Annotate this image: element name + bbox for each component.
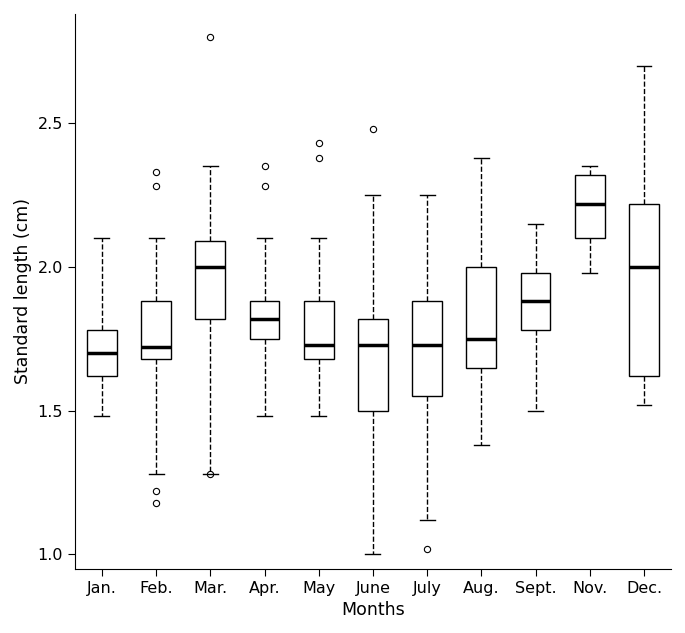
PathPatch shape bbox=[412, 301, 442, 396]
PathPatch shape bbox=[466, 267, 496, 368]
PathPatch shape bbox=[629, 204, 659, 376]
X-axis label: Months: Months bbox=[341, 601, 405, 619]
PathPatch shape bbox=[87, 330, 116, 376]
PathPatch shape bbox=[304, 301, 334, 359]
PathPatch shape bbox=[141, 301, 171, 359]
PathPatch shape bbox=[575, 175, 605, 238]
Y-axis label: Standard length (cm): Standard length (cm) bbox=[14, 198, 32, 384]
PathPatch shape bbox=[195, 241, 225, 318]
PathPatch shape bbox=[521, 273, 551, 330]
PathPatch shape bbox=[249, 301, 279, 339]
PathPatch shape bbox=[358, 318, 388, 411]
